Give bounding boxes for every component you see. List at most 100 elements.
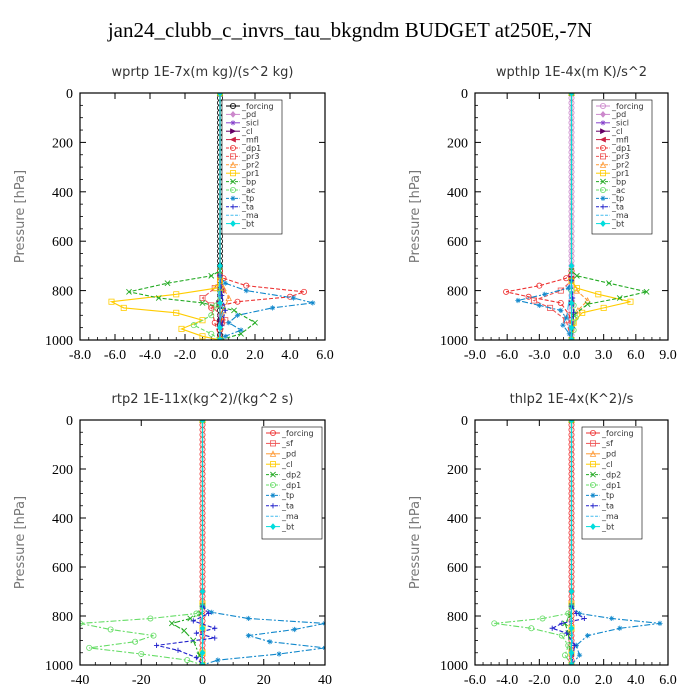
legend-entry: _forcing — [611, 102, 644, 111]
legend-marker — [590, 523, 596, 531]
y-tick-label: 400 — [447, 512, 468, 527]
series-point-bp — [208, 272, 215, 279]
series-point-pr1 — [595, 291, 602, 298]
y-tick-label: 200 — [52, 463, 73, 478]
x-tick-label: 6.0 — [659, 673, 677, 688]
plot-frame — [474, 92, 669, 341]
series-point-dp1 — [107, 626, 114, 633]
y-axis-label: Pressure [hPa] — [13, 170, 28, 263]
series-point-dp1 — [147, 615, 154, 622]
legend-entry: _ta — [281, 502, 294, 511]
series-point-dp1 — [138, 650, 145, 657]
legend-entry: _dp2 — [281, 470, 301, 479]
legend-marker — [600, 120, 606, 126]
series-line-ta — [550, 420, 586, 665]
legend-marker — [600, 153, 607, 160]
legend-marker — [229, 144, 236, 151]
series-point-bt — [217, 262, 223, 270]
legend-marker — [230, 195, 236, 201]
series-point-tp — [215, 657, 221, 663]
series-point-bt — [199, 661, 206, 665]
series-point-pr1 — [173, 309, 180, 316]
legend-marker — [590, 429, 597, 436]
series-point-ta — [572, 642, 578, 648]
series-point-ta — [153, 642, 160, 648]
series-point-dp1 — [193, 610, 200, 617]
series-point-tp — [310, 300, 316, 306]
legend-marker — [270, 492, 276, 498]
series-point-bt — [199, 649, 206, 657]
x-tick-label: -3.0 — [528, 348, 550, 363]
legend-marker — [589, 450, 597, 457]
legend-marker — [269, 450, 277, 457]
series-point-ta — [549, 625, 555, 631]
series-point-tp — [245, 615, 252, 622]
panel-title: wprtp 1E-7x(m kg)/(s^2 kg) — [112, 65, 294, 80]
legend-marker — [269, 440, 276, 447]
legend-marker — [229, 103, 236, 110]
series-point-tp — [566, 331, 572, 337]
series-point-dp1 — [528, 625, 535, 632]
legend-marker — [600, 110, 606, 118]
series-point-bp — [238, 330, 244, 337]
x-tick-label: 20 — [257, 673, 271, 688]
y-axis-label: Pressure [hPa] — [408, 170, 423, 263]
series-point-dp1 — [234, 298, 241, 305]
series-point-ta — [559, 620, 565, 626]
legend-entry: _dp1 — [611, 144, 631, 153]
series-point-bt — [568, 649, 575, 657]
y-tick-label: 800 — [447, 610, 468, 625]
legend-entry: _forcing — [241, 102, 274, 111]
series-line-ta — [156, 420, 217, 665]
series-line-dp1 — [505, 93, 573, 340]
legend-entry: _pr2 — [611, 161, 629, 170]
x-tick-label: 0.0 — [211, 348, 229, 363]
legend: _forcing_pd_sicl_cl_mfl_dp1_pr3_pr2_pr1_… — [221, 99, 283, 235]
x-tick-label: -40 — [71, 673, 90, 688]
legend-entry: _forcing — [281, 429, 314, 438]
legend-entry: _pr3 — [611, 152, 629, 161]
series-group — [503, 93, 650, 340]
legend-marker — [230, 128, 237, 135]
legend-entry: _mfl — [241, 135, 259, 144]
panel-title: thlp2 1E-4x(K^2)/s — [510, 392, 634, 407]
series-point-dp1 — [86, 644, 93, 651]
x-tick-label: -6.0 — [464, 673, 486, 688]
legend-entry: _pr2 — [241, 161, 259, 170]
series-point-tp — [276, 651, 282, 657]
legend-entry: _ma — [611, 211, 629, 220]
x-tick-label: -4.0 — [496, 673, 518, 688]
series-point-dp1 — [565, 642, 572, 649]
series-point-tp — [558, 307, 564, 313]
legend-entry: _ta — [611, 203, 624, 212]
legend-marker — [230, 120, 236, 126]
series-point-bp — [199, 300, 206, 306]
series-point-ta — [222, 307, 228, 313]
legend-entry: _cl — [611, 127, 623, 136]
legend-marker — [270, 471, 276, 478]
series-point-pr3 — [547, 304, 554, 311]
x-tick-label: -8.0 — [69, 348, 91, 363]
series-point-bt — [568, 93, 575, 97]
legend-marker — [600, 178, 606, 185]
series-point-bt — [568, 336, 575, 340]
series-point-dp1 — [184, 657, 191, 664]
series-point-ac — [208, 330, 215, 337]
legend-entry: _bp — [241, 177, 256, 186]
x-tick-label: 6.0 — [627, 348, 645, 363]
series-point-bp — [584, 301, 591, 308]
plot-frame — [79, 419, 326, 666]
legend-marker — [590, 471, 596, 478]
legend-entry: _ma — [281, 512, 299, 521]
y-tick-label: 600 — [52, 561, 73, 576]
x-tick-label: 4.0 — [627, 673, 645, 688]
series-group — [80, 420, 325, 665]
series-point-pr1 — [108, 298, 115, 305]
y-tick-label: 200 — [447, 136, 468, 151]
series-point-dp1 — [562, 652, 569, 659]
series-point-dp1 — [300, 288, 307, 295]
x-tick-label: 6.0 — [316, 348, 334, 363]
legend-marker — [600, 170, 607, 177]
legend-entry: _pd — [601, 450, 616, 459]
